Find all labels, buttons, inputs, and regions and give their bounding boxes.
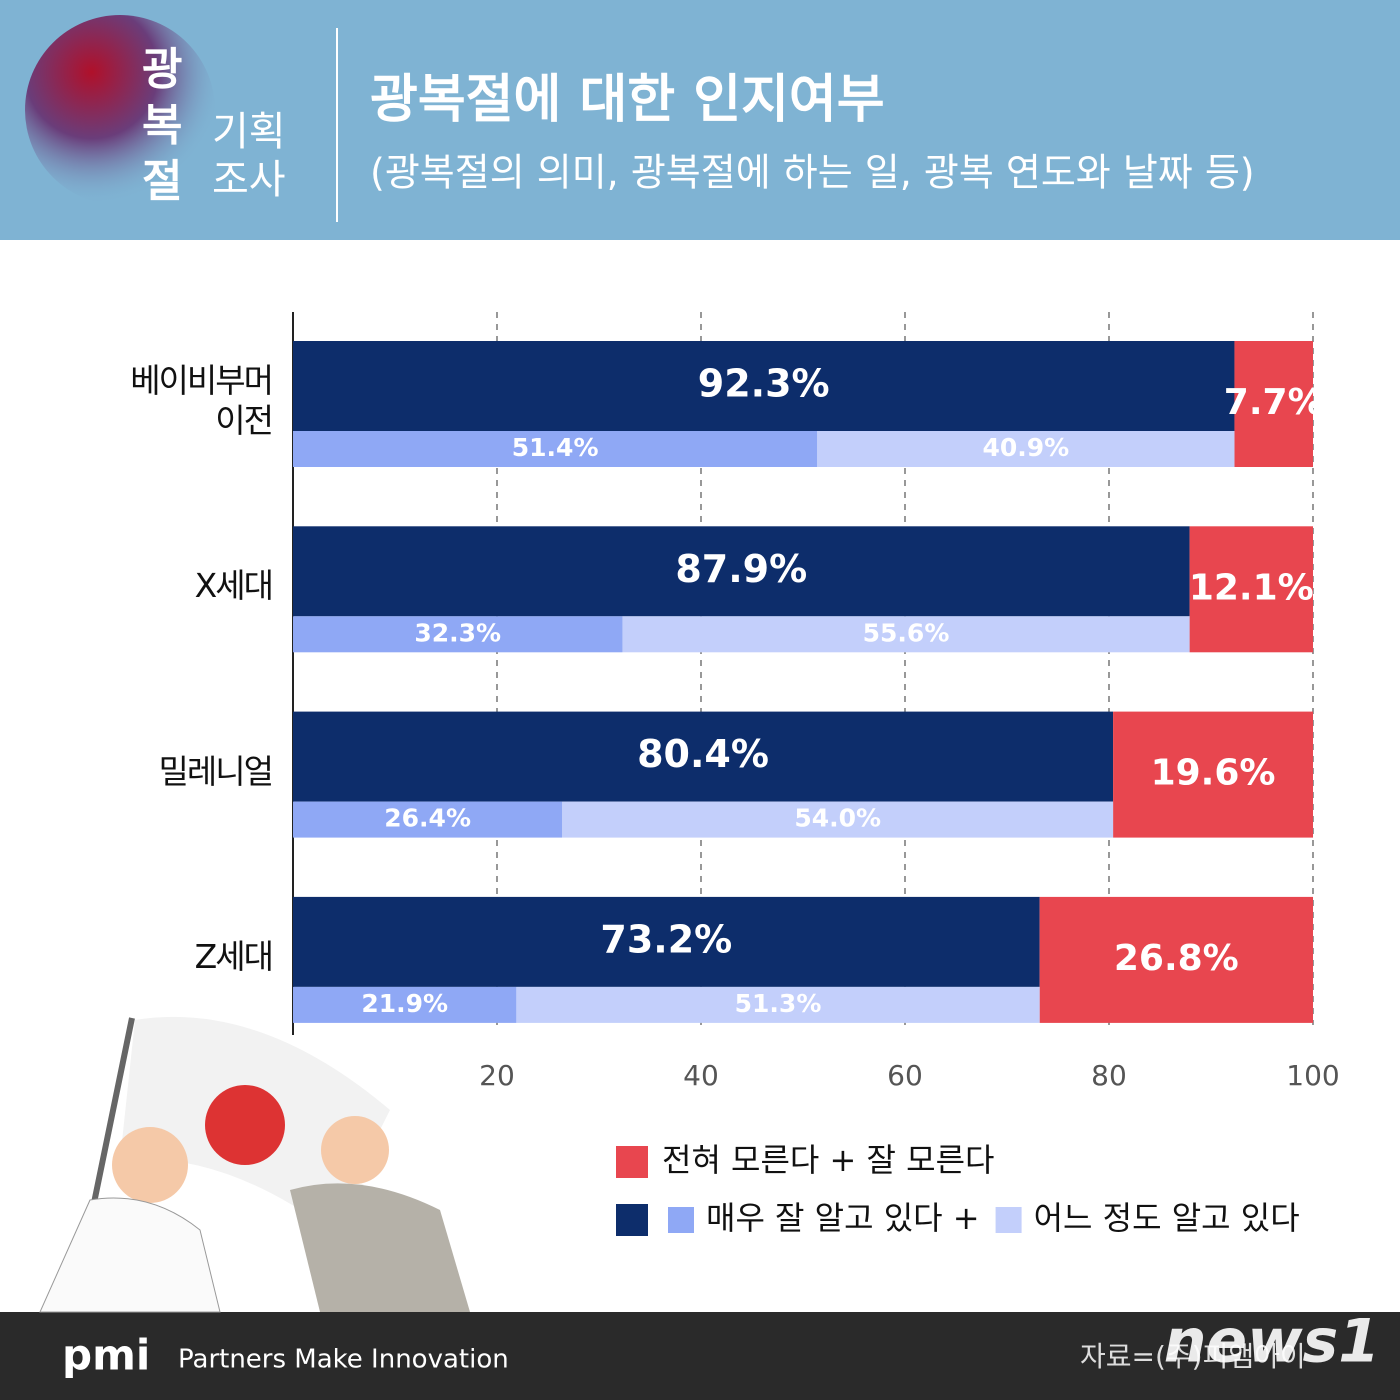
value-label: 80.4% [637, 732, 769, 776]
value-label: 32.3% [414, 618, 501, 647]
category-label: 베이비부머 이전 [130, 361, 274, 440]
legend-swatch [668, 1207, 694, 1233]
value-label: 54.0% [794, 804, 881, 833]
bar-segment [293, 986, 517, 1023]
bar-segment [1234, 341, 1313, 467]
legend-label: 매우 잘 알고 있다 + [706, 1199, 980, 1237]
legend-label: 전혀 모른다 + 잘 모른다 [662, 1141, 994, 1179]
value-label: 51.3% [735, 989, 822, 1018]
header-bg [0, 0, 1400, 240]
value-label: 40.9% [983, 433, 1070, 462]
category-label: Z세대 [194, 936, 274, 976]
value-label: 19.6% [1151, 753, 1276, 794]
chart-title: 광복절에 대한 인지여부 [370, 70, 885, 130]
bar-segment [1113, 711, 1313, 838]
x-tick-label: 80 [1091, 1059, 1127, 1092]
badge-circle [25, 15, 215, 205]
watermark: news1 [1164, 1307, 1380, 1377]
bar-segment [1039, 896, 1313, 1023]
bar-segment [293, 801, 563, 838]
value-label: 12.1% [1189, 567, 1314, 608]
category-label: 밀레니얼 [158, 751, 274, 791]
legend-label: 어느 정도 알고 있다 [1034, 1199, 1300, 1237]
illustration [39, 1016, 470, 1313]
value-label: 26.4% [384, 804, 471, 833]
x-tick-label: 20 [479, 1059, 515, 1092]
value-label: 87.9% [675, 547, 807, 591]
badge-sub: 기획 조사 [212, 109, 286, 203]
footer-source: 자료=(주)피앰아이 [1080, 1340, 1306, 1373]
value-label: 55.6% [863, 618, 950, 647]
footer-logo: pmi [62, 1331, 150, 1380]
bar-segment [516, 986, 1040, 1023]
bar-segment [817, 431, 1235, 467]
value-label: 51.4% [512, 433, 599, 462]
bar-segment [293, 616, 623, 653]
footer-bg [0, 1312, 1400, 1400]
bar-segment [293, 711, 1114, 802]
legend-swatch [995, 1207, 1022, 1233]
x-tick-label: 40 [683, 1059, 719, 1092]
x-tick-label: 100 [1286, 1059, 1339, 1092]
badge-title: 광 복 절 [142, 44, 183, 207]
bar-segment [562, 801, 1114, 838]
bar-segment [293, 341, 1235, 431]
value-label: 73.2% [600, 917, 732, 961]
value-label: 92.3% [698, 362, 830, 406]
chart-subtitle: (광복절의 의미, 광복절에 하는 일, 광복 연도와 날짜 등) [370, 151, 1255, 195]
legend-swatch [616, 1204, 648, 1236]
value-label: 21.9% [361, 989, 448, 1018]
bar-segment [1189, 526, 1313, 653]
bar-segment [293, 526, 1190, 617]
value-label: 26.8% [1114, 938, 1239, 979]
bar-segment [622, 616, 1190, 653]
value-label: 7.7% [1224, 382, 1324, 423]
legend-swatch [616, 1146, 648, 1178]
bar-segment [293, 896, 1040, 987]
category-label: X세대 [194, 566, 274, 606]
footer-tagline: Partners Make Innovation [178, 1345, 509, 1375]
x-tick-label: 60 [887, 1059, 923, 1092]
bar-segment [293, 431, 818, 467]
